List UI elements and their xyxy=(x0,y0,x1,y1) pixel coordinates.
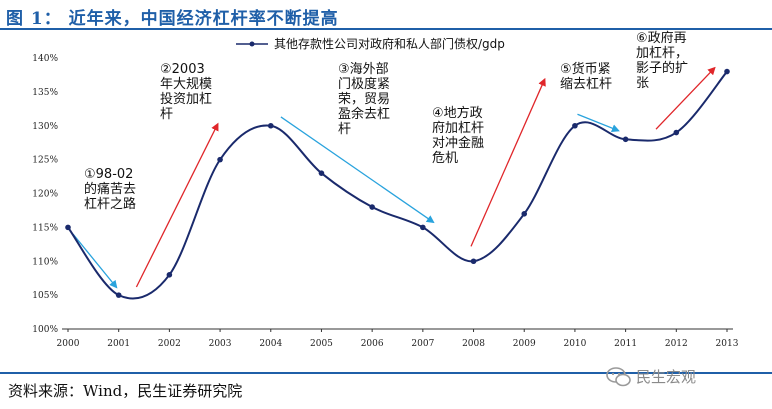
watermark-text: 民生宏观 xyxy=(636,368,697,386)
wechat-icon xyxy=(606,366,631,386)
data-point xyxy=(166,272,173,278)
x-tick-label: 2007 xyxy=(411,339,434,349)
data-point xyxy=(622,136,629,143)
x-tick-label: 2013 xyxy=(716,339,739,349)
data-point xyxy=(470,258,477,265)
annotation-line: 荣，贸易 xyxy=(338,92,390,107)
x-tick-label: 2011 xyxy=(614,339,637,349)
y-tick-label: 140% xyxy=(32,54,58,64)
annotation-line: 投资加杠 xyxy=(160,91,212,107)
annotation-line: ②2003 xyxy=(160,62,205,77)
trend-arrow-down xyxy=(280,116,435,224)
x-tick-label: 2005 xyxy=(310,339,333,349)
trend-arrow-down xyxy=(72,233,118,289)
annotation-line: ④地方政 xyxy=(432,105,483,121)
data-point xyxy=(420,224,426,231)
y-tick-label: 110% xyxy=(32,257,58,267)
annotation-line: 加杠杆， xyxy=(636,45,688,61)
data-point xyxy=(65,224,71,231)
annotation-line: 杠杆之路 xyxy=(84,196,136,212)
data-point xyxy=(521,211,528,217)
annotation-text: ①98-02 的痛苦去杠杆之路 xyxy=(84,167,136,212)
x-tick-label: 2009 xyxy=(513,339,536,349)
x-tick-label: 2001 xyxy=(107,339,130,349)
annotation-text: ②2003 年大规模投资加杠杆 xyxy=(160,62,212,122)
x-tick-label: 2004 xyxy=(259,339,282,349)
chart-legend: 其他存款性公司对政府和私人部门债权/gdp xyxy=(236,36,505,51)
x-tick-label: 2003 xyxy=(209,339,232,349)
x-tick-label: 2000 xyxy=(57,339,80,349)
annotation-text: ⑥政府再加杠杆，影子的扩张 xyxy=(636,31,688,91)
annotation-line: 对冲金融 xyxy=(432,135,484,151)
annotation-line: 危机 xyxy=(432,151,458,166)
page-title: 图 1： 近年来，中国经济杠杆率不断提高 xyxy=(6,9,339,29)
footer-divider xyxy=(0,372,772,374)
y-tick-label: 125% xyxy=(32,156,58,166)
x-tick-label: 2010 xyxy=(563,339,586,349)
data-point xyxy=(724,68,730,75)
annotation-line: 杆 xyxy=(160,107,173,122)
annotation-text: ④地方政府加杠杆对冲金融危机 xyxy=(432,105,484,166)
y-tick-label: 105% xyxy=(32,291,58,301)
x-tick-label: 2012 xyxy=(665,339,688,349)
title-divider xyxy=(0,28,772,30)
x-tick-label: 2006 xyxy=(361,339,384,349)
annotation-line: 张 xyxy=(636,76,649,91)
annotation-line: 年大规模 xyxy=(160,77,212,92)
annotation-line: ①98-02 xyxy=(84,167,133,182)
y-tick-label: 120% xyxy=(32,190,58,200)
annotation-line: 门极度紧 xyxy=(338,76,390,92)
line-chart: 其他存款性公司对政府和私人部门债权/gdp 100% 105% 110% 115% 12… xyxy=(32,31,739,349)
data-point xyxy=(673,129,680,136)
legend-marker xyxy=(249,41,255,47)
source-note: 资料来源：Wind，民生证券研究院 xyxy=(8,382,243,400)
annotation-line: ③海外部 xyxy=(338,62,389,77)
y-tick-label: 115% xyxy=(32,223,58,233)
annotation-line: ⑥政府再 xyxy=(636,31,687,46)
data-point xyxy=(369,204,375,210)
annotation-line: 的痛苦去 xyxy=(84,181,136,197)
y-tick-label: 135% xyxy=(32,88,58,98)
trend-arrow-up xyxy=(470,77,546,247)
data-point xyxy=(217,156,223,163)
annotation-line: ⑤货币紧 xyxy=(560,61,611,77)
annotation-line: 影子的扩 xyxy=(636,60,688,76)
data-point xyxy=(267,122,274,129)
legend-label: 其他存款性公司对政府和私人部门债权/gdp xyxy=(274,36,505,51)
trend-arrow-down xyxy=(577,113,620,132)
data-point xyxy=(115,292,122,298)
annotation-line: 缩去杠杆 xyxy=(560,76,612,92)
data-point xyxy=(572,122,578,129)
y-tick-label: 130% xyxy=(32,122,58,132)
trend-arrow-up xyxy=(135,122,219,288)
watermark: 民生宏观 xyxy=(606,366,696,387)
annotation-line: 府加杠杆 xyxy=(432,120,484,136)
annotation-text: ③海外部门极度紧荣，贸易盈余去杠杆 xyxy=(338,62,390,137)
x-tick-label: 2008 xyxy=(462,339,485,349)
annotation-text: ⑤货币紧缩去杠杆 xyxy=(560,61,612,92)
data-point xyxy=(318,170,325,176)
x-tick-label: 2002 xyxy=(158,339,181,349)
y-tick-label: 100% xyxy=(32,325,58,335)
annotation-line: 盈余去杠 xyxy=(338,106,390,122)
annotation-line: 杆 xyxy=(338,122,351,137)
trend-arrow-up xyxy=(655,66,716,130)
